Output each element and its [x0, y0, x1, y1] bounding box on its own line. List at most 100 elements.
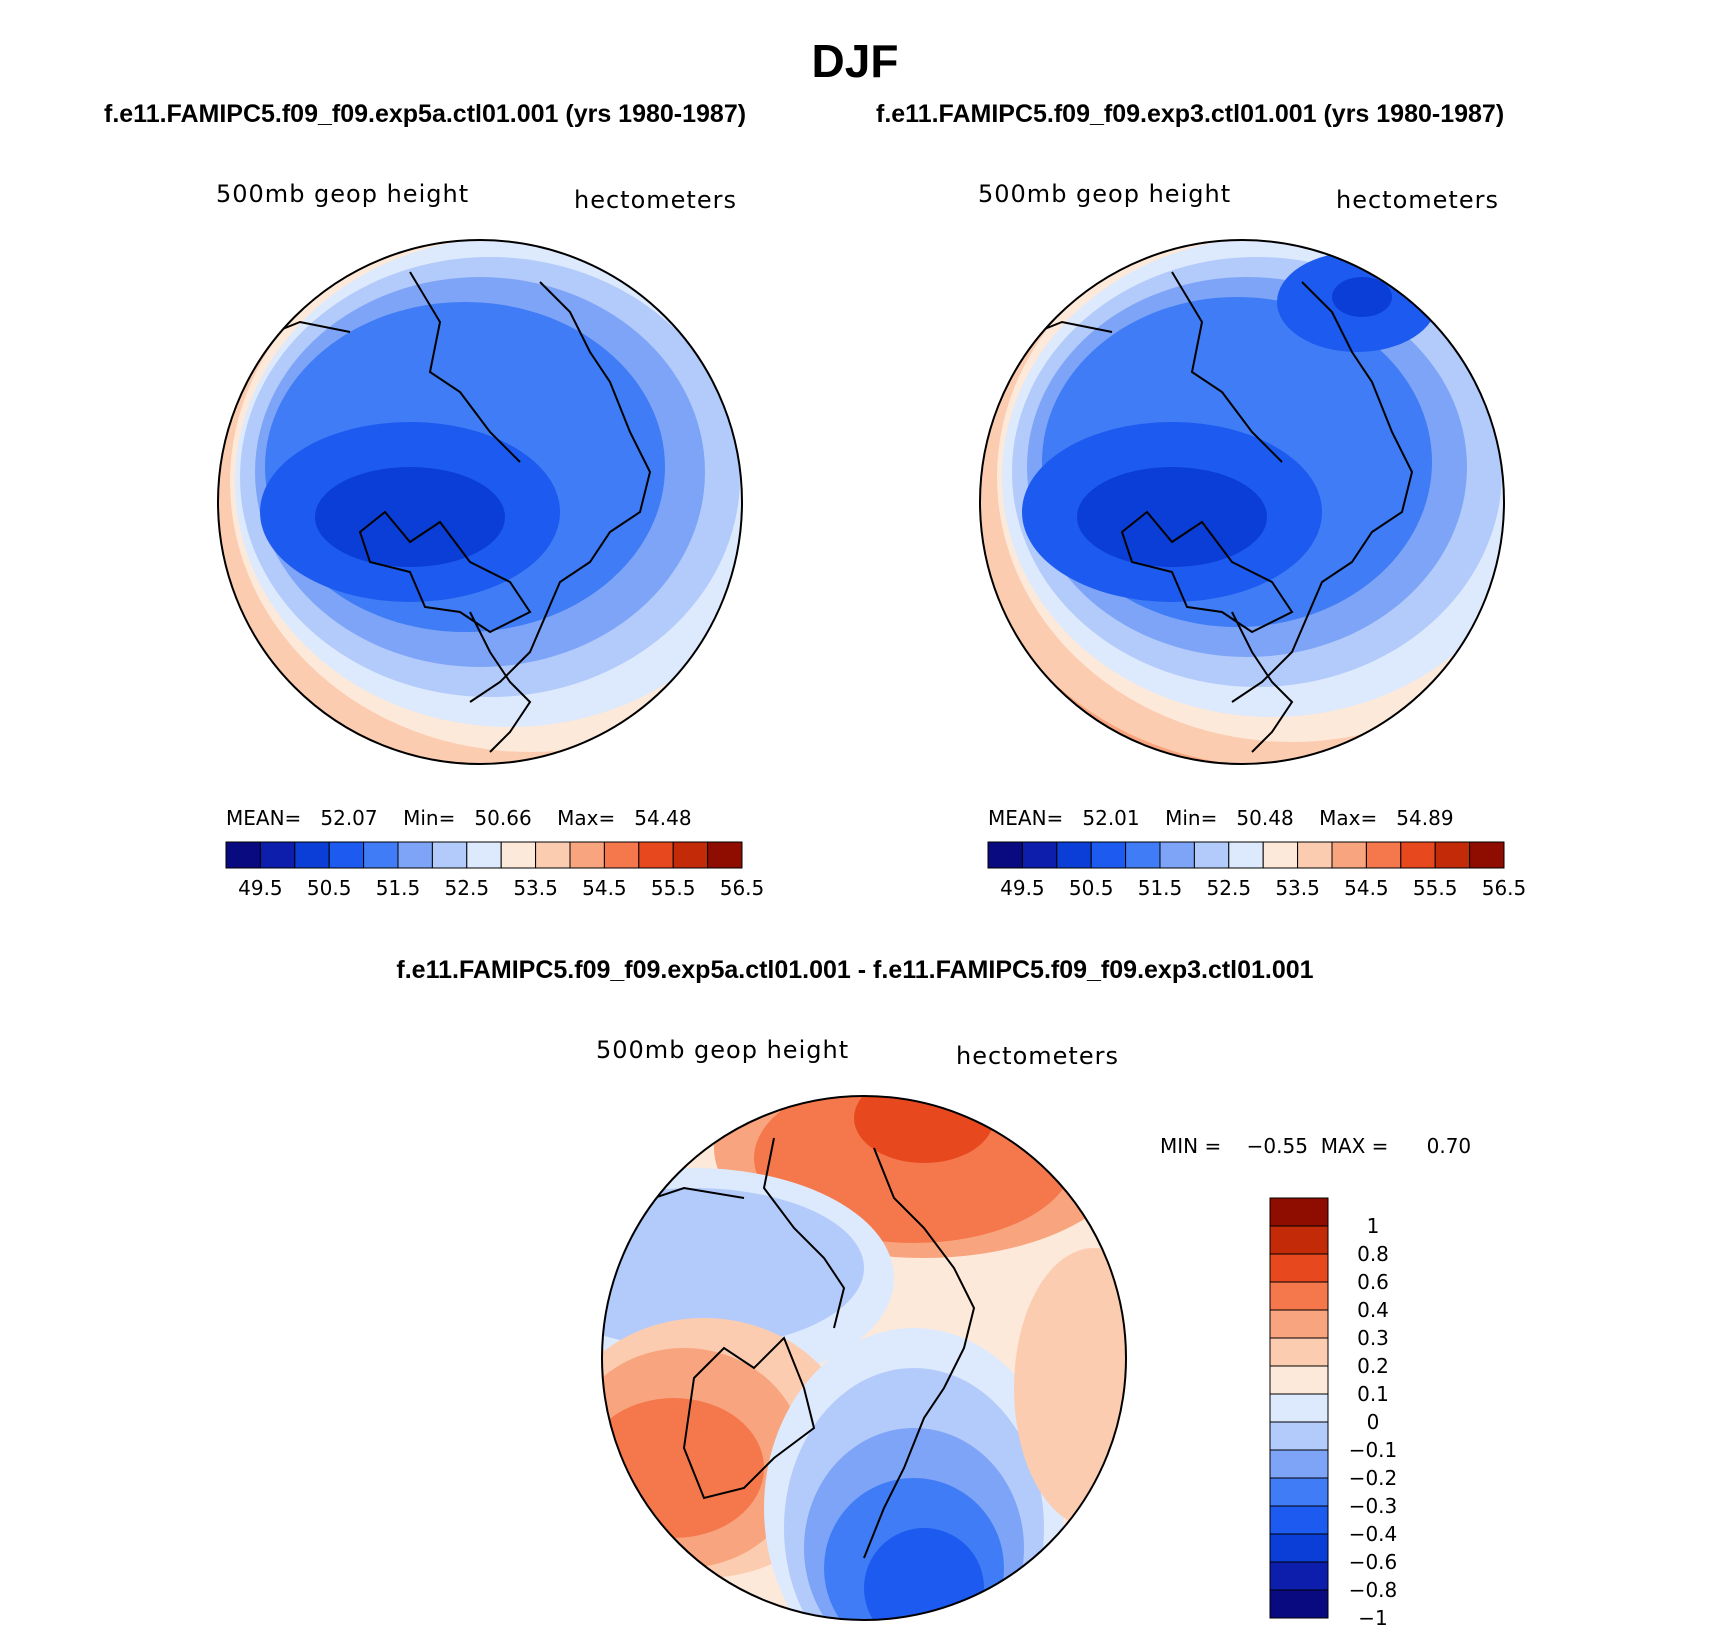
- colorbar-tick-label: −0.1: [1348, 1438, 1398, 1462]
- colorbar-tick-label: 52.5: [444, 876, 490, 900]
- colorbar-swatch: [1269, 1365, 1329, 1395]
- colorbar-swatch: [1269, 1533, 1329, 1563]
- colorbar-swatch: [1269, 1393, 1329, 1423]
- colorbar-tick-label: 56.5: [719, 876, 765, 900]
- colorbar-swatch: [397, 841, 433, 869]
- colorbar-tick-label: 50.5: [1068, 876, 1114, 900]
- diff-units-label: hectometers: [956, 1042, 1119, 1070]
- colorbar-tick-label: −0.4: [1348, 1522, 1398, 1546]
- diff-colorbar: [1269, 1197, 1329, 1619]
- colorbar-tick-label: −0.8: [1348, 1578, 1398, 1602]
- colorbar-swatch: [1125, 841, 1161, 869]
- colorbar-tick-label: 0.6: [1357, 1270, 1389, 1294]
- panel1-colorbar-ticks: 49.5 50.5 51.5 52.5 53.5 54.5 55.5 56.5: [224, 876, 764, 902]
- panel1-stats: MEAN= 52.07 Min= 50.66 Max= 54.48: [226, 806, 692, 830]
- colorbar-tick-label: 49.5: [238, 876, 283, 900]
- min-label: MIN =: [1160, 1134, 1222, 1158]
- colorbar-tick-label: 0.3: [1357, 1326, 1389, 1350]
- colorbar-swatch: [672, 841, 709, 869]
- colorbar-swatch: [1159, 841, 1195, 869]
- colorbar-swatch: [500, 841, 537, 869]
- colorbar-swatch: [1269, 1589, 1329, 1619]
- panel2-polar-map: [979, 239, 1505, 765]
- colorbar-tick-label: 53.5: [1275, 876, 1320, 900]
- colorbar-swatch: [1269, 1197, 1329, 1227]
- colorbar-tick-label: 55.5: [650, 876, 696, 900]
- colorbar-swatch: [1269, 1505, 1329, 1535]
- panel1-units-label: hectometers: [574, 186, 737, 214]
- mean-label: MEAN=: [226, 806, 302, 830]
- colorbar-swatch: [294, 841, 330, 869]
- panel2-colorbar: [987, 841, 1505, 869]
- min-label: Min=: [1165, 806, 1218, 830]
- colorbar-swatch: [1228, 841, 1264, 869]
- max-label: Max=: [557, 806, 616, 830]
- colorbar-tick-label: 1: [1366, 1214, 1380, 1238]
- diff-case-title: f.e11.FAMIPC5.f09_f09.exp5a.ctl01.001 - …: [396, 956, 1314, 984]
- panel1-variable-label: 500mb geop height: [216, 180, 470, 208]
- colorbar-tick-label: −0.6: [1348, 1550, 1398, 1574]
- colorbar-swatch: [1434, 841, 1471, 869]
- mean-value: 52.01: [1082, 806, 1140, 830]
- colorbar-swatch: [431, 841, 468, 869]
- diff-polar-map: [601, 1095, 1127, 1621]
- min-value: −0.55: [1246, 1134, 1308, 1158]
- panel2-units-label: hectometers: [1336, 186, 1499, 214]
- colorbar-swatch: [363, 841, 399, 869]
- min-value: 50.66: [474, 806, 532, 830]
- colorbar-tick-label: 50.5: [306, 876, 352, 900]
- mean-label: MEAN=: [988, 806, 1064, 830]
- colorbar-tick-label: 0.2: [1357, 1354, 1389, 1378]
- max-label: MAX =: [1320, 1134, 1389, 1158]
- colorbar-tick-label: 55.5: [1412, 876, 1458, 900]
- figure-title: DJF: [811, 35, 899, 87]
- colorbar-swatch: [1021, 841, 1058, 869]
- colorbar-tick-label: 56.5: [1481, 876, 1527, 900]
- max-value: 0.70: [1426, 1134, 1472, 1158]
- colorbar-swatch: [225, 841, 261, 869]
- colorbar-swatch: [1269, 1561, 1329, 1591]
- panel1-colorbar: [225, 841, 743, 869]
- colorbar-swatch: [259, 841, 296, 869]
- colorbar-swatch: [1269, 1281, 1329, 1311]
- colorbar-tick-label: 0.4: [1357, 1298, 1389, 1322]
- panel2-colorbar-ticks: 49.5 50.5 51.5 52.5 53.5 54.5 55.5 56.5: [986, 876, 1526, 902]
- max-value: 54.89: [1396, 806, 1454, 830]
- diff-variable-label: 500mb geop height: [596, 1036, 850, 1064]
- colorbar-swatch: [1090, 841, 1127, 869]
- colorbar-tick-label: 51.5: [1137, 876, 1183, 900]
- mean-value: 52.07: [320, 806, 378, 830]
- max-label: Max=: [1319, 806, 1378, 830]
- min-value: 50.48: [1236, 806, 1294, 830]
- colorbar-swatch: [328, 841, 365, 869]
- colorbar-swatch: [1269, 1309, 1329, 1339]
- colorbar-swatch: [466, 841, 502, 869]
- panel2-variable-label: 500mb geop height: [978, 180, 1232, 208]
- panel1-case-title: f.e11.FAMIPC5.f09_f09.exp5a.ctl01.001 (y…: [104, 100, 747, 128]
- colorbar-swatch: [1056, 841, 1092, 869]
- colorbar-swatch: [1269, 1477, 1329, 1507]
- diff-colorbar-ticks: 1 0.8 0.6 0.4 0.3 0.2 0.1 0 −0.1 −0.2 −0.3 −0.4 −0.6…: [1338, 1196, 1418, 1630]
- diff-stats: MIN = −0.55 MAX = 0.70: [1160, 1134, 1471, 1158]
- colorbar-swatch: [638, 841, 674, 869]
- colorbar-swatch: [1269, 1337, 1329, 1367]
- colorbar-tick-label: 0.1: [1357, 1382, 1389, 1406]
- colorbar-swatch: [535, 841, 571, 869]
- colorbar-swatch: [1262, 841, 1299, 869]
- colorbar-swatch: [1269, 1449, 1329, 1479]
- colorbar-swatch: [1469, 841, 1505, 869]
- colorbar-tick-label: 0: [1366, 1410, 1380, 1434]
- colorbar-tick-label: 54.5: [1344, 876, 1389, 900]
- colorbar-swatch: [603, 841, 640, 869]
- colorbar-swatch: [1297, 841, 1333, 869]
- colorbar-swatch: [1193, 841, 1230, 869]
- colorbar-swatch: [1269, 1421, 1329, 1451]
- colorbar-tick-label: −1: [1358, 1606, 1388, 1630]
- colorbar-swatch: [1269, 1253, 1329, 1283]
- colorbar-tick-label: 49.5: [1000, 876, 1045, 900]
- colorbar-swatch: [707, 841, 743, 869]
- panel1-polar-map: [217, 239, 743, 765]
- panel2-stats: MEAN= 52.01 Min= 50.48 Max= 54.89: [988, 806, 1454, 830]
- colorbar-tick-label: −0.3: [1348, 1494, 1398, 1518]
- colorbar-tick-label: 0.8: [1357, 1242, 1389, 1266]
